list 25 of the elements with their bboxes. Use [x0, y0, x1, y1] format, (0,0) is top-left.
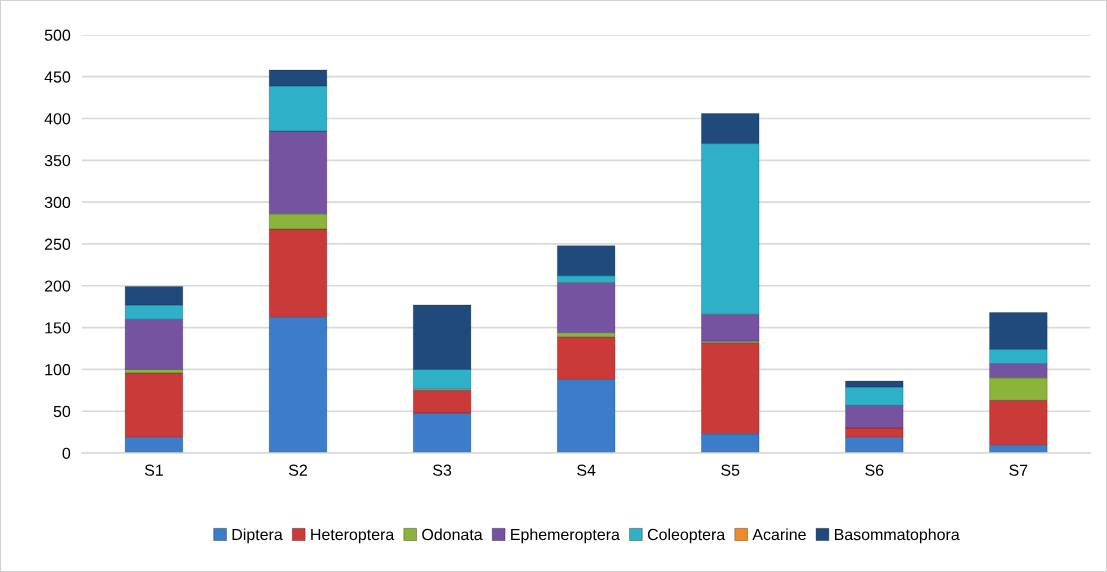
- y-tick-label: 0: [62, 447, 71, 459]
- legend-label: Heteroptera: [311, 529, 395, 544]
- y-tick-label: 150: [45, 322, 71, 334]
- y-tick-label: 300: [44, 196, 71, 209]
- x-tick-label: S1: [144, 464, 163, 476]
- y-tick-label: 400: [44, 113, 71, 125]
- x-tick-label: S2: [288, 464, 307, 476]
- x-tick-label: S5: [721, 464, 740, 476]
- y-tick-label: 350: [44, 154, 71, 167]
- legend-label: Diptera: [232, 528, 283, 544]
- x-tick-label: S6: [865, 464, 884, 476]
- y-tick-label: 200: [44, 280, 71, 292]
- y-tick-label: 450: [44, 71, 71, 83]
- legend-label: Ephemeroptera: [511, 528, 620, 544]
- y-tick-label: 50: [53, 405, 71, 418]
- y-tick-label: 250: [44, 238, 71, 250]
- x-tick-label: S4: [577, 464, 596, 476]
- legend-label: Basommatophora: [834, 528, 960, 544]
- y-tick-label: 500: [44, 29, 71, 41]
- x-tick-label: S3: [433, 464, 452, 476]
- legend-label: Coleoptera: [647, 528, 726, 544]
- legend-label: Odonata: [422, 528, 483, 541]
- legend-label: Acarine: [752, 528, 806, 541]
- x-tick-label: S7: [1009, 464, 1028, 476]
- y-tick-label: 100: [45, 364, 71, 376]
